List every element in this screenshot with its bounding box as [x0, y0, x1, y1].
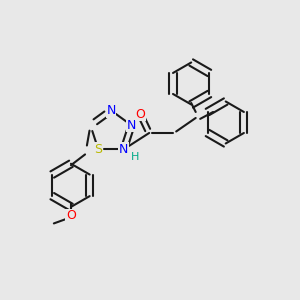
Text: N: N — [106, 104, 116, 117]
Text: H: H — [131, 152, 139, 162]
Text: O: O — [66, 209, 76, 222]
Text: N: N — [127, 119, 136, 132]
Text: S: S — [94, 143, 102, 156]
Text: N: N — [119, 143, 128, 156]
Text: O: O — [135, 108, 145, 121]
